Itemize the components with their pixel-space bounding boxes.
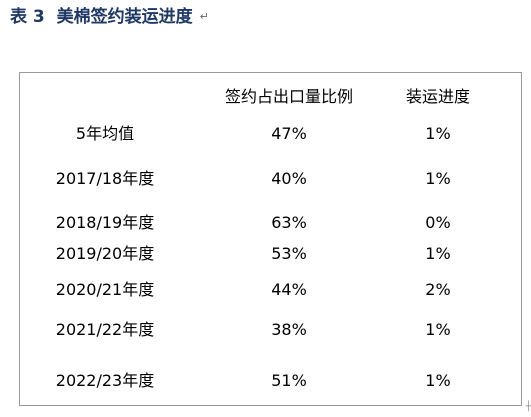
contract-ratio-cell: 51% — [271, 371, 307, 390]
shipment-progress-cell: 1% — [425, 124, 451, 143]
table-row: 2022/23年度 51% 1% — [20, 369, 521, 393]
shipment-progress-cell: 1% — [425, 244, 451, 263]
table-row: 2017/18年度 40% 1% — [20, 167, 521, 191]
row-label: 2018/19年度 — [55, 213, 155, 232]
row-label: 2022/23年度 — [55, 371, 155, 390]
shipment-progress-cell: 1% — [425, 169, 451, 188]
row-label: 5年均值 — [75, 124, 135, 143]
contract-ratio-cell: 44% — [271, 280, 307, 299]
contract-ratio-cell: 40% — [271, 169, 307, 188]
table-row: 2018/19年度 63% 0% — [20, 211, 521, 235]
shipment-progress-cell: 2% — [425, 280, 451, 299]
contract-ratio-cell: 38% — [271, 320, 307, 339]
shipment-progress-cell: 0% — [425, 213, 451, 232]
contract-ratio-cell: 63% — [271, 213, 307, 232]
row-label: 2020/21年度 — [55, 280, 155, 299]
contract-ratio-cell: 53% — [271, 244, 307, 263]
table-caption: 表 3 美棉签约装运进度 ↵ — [10, 6, 209, 28]
text-boundary-mark-icon: ┼ — [525, 402, 531, 412]
table-row: 2021/22年度 38% 1% — [20, 318, 521, 342]
table-header-row: 签约占出口量比例 装运进度 — [20, 85, 521, 109]
contract-ratio-cell: 47% — [271, 124, 307, 143]
table-title: 美棉签约装运进度 — [56, 7, 193, 27]
header-cell-contract-ratio: 签约占出口量比例 — [224, 87, 354, 106]
row-label: 2019/20年度 — [55, 244, 155, 263]
table-row: 5年均值 47% 1% — [20, 122, 521, 146]
paragraph-mark-icon: ↵ — [199, 10, 209, 23]
table-row: 2019/20年度 53% 1% — [20, 242, 521, 266]
shipment-progress-cell: 1% — [425, 320, 451, 339]
table-number: 表 3 — [10, 7, 45, 27]
shipment-progress-cell: 1% — [425, 371, 451, 390]
row-label: 2017/18年度 — [55, 169, 155, 188]
table-row: 2020/21年度 44% 2% — [20, 278, 521, 302]
row-label: 2021/22年度 — [55, 320, 155, 339]
data-table: 签约占出口量比例 装运进度 5年均值 47% 1% 2017/18年度 40% … — [19, 72, 522, 406]
header-cell-shipment-progress: 装运进度 — [405, 87, 471, 106]
